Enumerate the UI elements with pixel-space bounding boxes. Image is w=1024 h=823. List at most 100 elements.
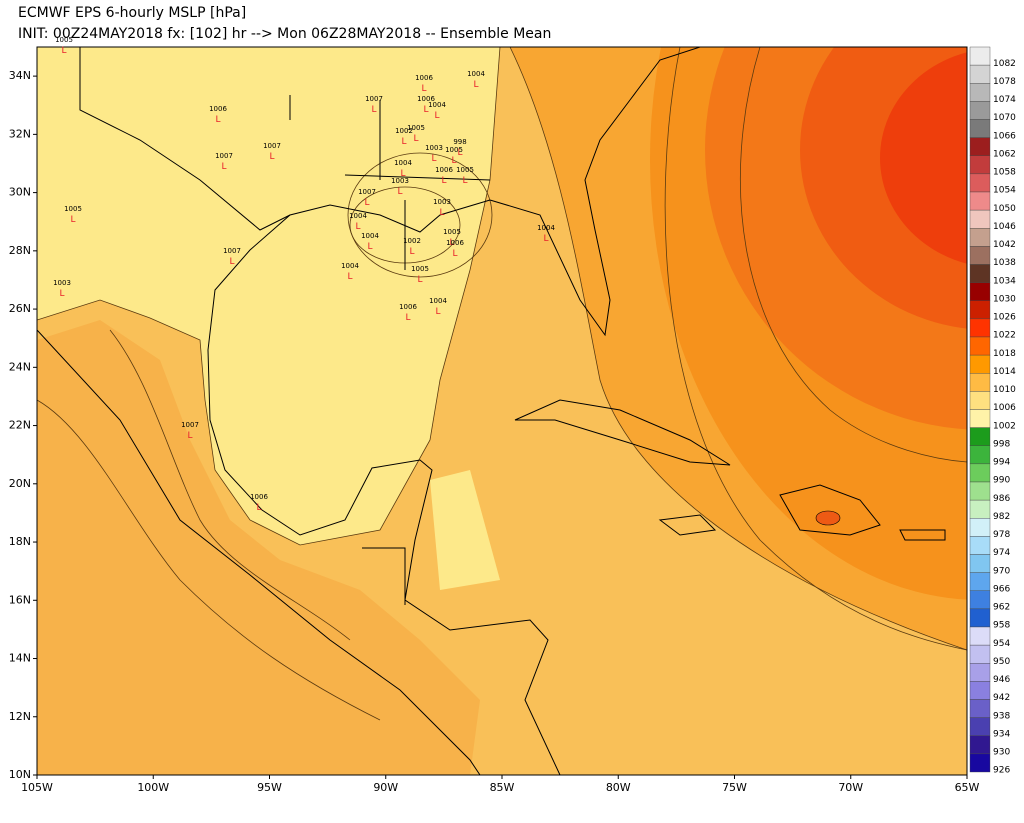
- colorbar-label: 974: [993, 548, 1010, 558]
- low-pressure: 1004: [467, 70, 485, 78]
- colorbar-label: 994: [993, 458, 1010, 468]
- colorbar-cell: [969, 463, 991, 483]
- low-marker: L: [417, 275, 422, 285]
- y-tick-label: 10N: [9, 768, 31, 781]
- x-tick-label: 80W: [606, 781, 631, 794]
- low-pressure: 1005: [456, 166, 474, 174]
- low-pressure: 1006: [446, 239, 464, 247]
- low-marker: L: [434, 111, 439, 121]
- colorbar-cell: [969, 191, 991, 211]
- low-marker: L: [187, 431, 192, 441]
- title: ECMWF EPS 6-hourly MSLP [hPa]: [18, 5, 246, 21]
- field-1030: [880, 52, 967, 264]
- island: [899, 529, 946, 541]
- colorbar-cell: [969, 681, 991, 700]
- low-pressure: 1007: [223, 247, 241, 255]
- low-pressure: 1006: [417, 95, 435, 103]
- low-pressure: 1003: [391, 177, 409, 185]
- colorbar-label: 938: [993, 711, 1010, 721]
- contour: [739, 47, 967, 463]
- colorbar-cell: [969, 137, 991, 156]
- x-tick-label: 90W: [373, 781, 398, 794]
- low-marker: L: [431, 154, 436, 164]
- low-pressure: 1005: [445, 146, 463, 154]
- colorbar-label: 966: [993, 584, 1010, 594]
- field-1006: [430, 470, 500, 590]
- low-marker: L: [215, 115, 220, 125]
- low-marker: L: [397, 187, 402, 197]
- colorbar-label: 982: [993, 512, 1010, 522]
- x-tick-label: 100W: [137, 781, 169, 794]
- colorbar-label: 1082: [993, 59, 1016, 69]
- x-tick-label: 65W: [955, 781, 980, 794]
- low-marker: L: [423, 105, 428, 115]
- colorbar-label: 1006: [993, 403, 1016, 413]
- colorbar-label: 1026: [993, 313, 1016, 323]
- y-tick-label: 34N: [9, 69, 31, 82]
- colorbar-cell: [969, 663, 991, 682]
- colorbar-cell: [969, 318, 991, 338]
- colorbar-cell: [969, 518, 991, 537]
- low-marker: L: [400, 169, 405, 179]
- low-marker: L: [441, 176, 446, 186]
- subtitle: INIT: 00Z24MAY2018 fx: [102] hr --> Mon …: [18, 26, 551, 42]
- low-marker: L: [269, 152, 274, 162]
- low-pressure: 1007: [181, 421, 199, 429]
- colorbar-cell: [969, 119, 991, 138]
- colorbar-label: 1066: [993, 131, 1016, 141]
- colorbar-cell: [969, 155, 991, 175]
- low-pressure: 1005: [407, 124, 425, 132]
- low-marker: L: [413, 134, 418, 144]
- colorbar-cell: [969, 481, 991, 501]
- low-pressure: 1005: [55, 36, 73, 44]
- low-marker: L: [462, 176, 467, 186]
- low-marker: L: [355, 222, 360, 232]
- low-pressure: 1006: [399, 303, 417, 311]
- low-pressure: 1004: [537, 224, 555, 232]
- colorbar-label: 942: [993, 693, 1010, 703]
- low-marker: L: [61, 46, 66, 56]
- coastline: [207, 199, 561, 775]
- y-tick-label: 20N: [9, 477, 31, 490]
- colorbar-label: 1014: [993, 367, 1016, 377]
- low-marker: L: [457, 148, 462, 158]
- low-marker: L: [221, 162, 226, 172]
- colorbar-label: 1018: [993, 349, 1016, 359]
- low-pressure: 1007: [215, 152, 233, 160]
- colorbar-label: 962: [993, 603, 1010, 613]
- colorbar-label: 1058: [993, 168, 1016, 178]
- low-pressure: 1004: [349, 212, 367, 220]
- low-pressure: 1004: [428, 101, 446, 109]
- colorbar-label: 1038: [993, 258, 1016, 268]
- coastline: [489, 47, 701, 337]
- y-tick-label: 22N: [9, 419, 31, 432]
- x-tick-label: 95W: [257, 781, 282, 794]
- colorbar-cell: [969, 735, 991, 755]
- low-pressure: 1003: [425, 144, 443, 152]
- x-tick-label: 70W: [838, 781, 863, 794]
- low-marker: L: [256, 503, 261, 513]
- low-marker: L: [421, 84, 426, 94]
- colorbar-cell: [969, 64, 991, 84]
- field-high: [815, 510, 841, 526]
- colorbar-cell: [969, 699, 991, 718]
- y-tick-label: 12N: [9, 710, 31, 723]
- colorbar-label: 1070: [993, 113, 1016, 123]
- colorbar-cell: [969, 427, 991, 446]
- colorbar-cell: [969, 354, 991, 374]
- x-tick-label: 105W: [21, 781, 53, 794]
- island: [779, 484, 881, 536]
- low-marker: L: [409, 247, 414, 257]
- contour: [664, 47, 967, 651]
- low-pressure: 1006: [435, 166, 453, 174]
- colorbar-label: 934: [993, 729, 1010, 739]
- island: [514, 399, 731, 466]
- colorbar-label: 950: [993, 657, 1010, 667]
- low-pressure: 1004: [361, 232, 379, 240]
- colorbar-cell: [969, 336, 991, 356]
- low-pressure: 998: [453, 138, 466, 146]
- colorbar-cell: [969, 300, 991, 320]
- low-marker: L: [439, 208, 444, 218]
- colorbar-label: 926: [993, 766, 1010, 776]
- colorbar-label: 986: [993, 494, 1010, 504]
